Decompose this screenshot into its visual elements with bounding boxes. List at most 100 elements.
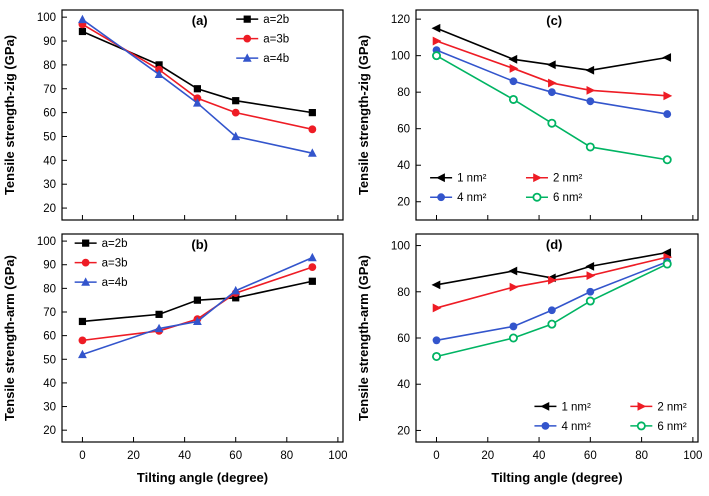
- y-tick-label: 100: [391, 51, 410, 63]
- x-tick-label: 20: [481, 450, 494, 462]
- y-tick-label: 40: [43, 155, 56, 167]
- x-tick-label: 100: [328, 450, 347, 462]
- y-axis-title: Tensile strength-zig (GPa): [356, 35, 371, 195]
- triangle-left-marker-icon: [431, 280, 441, 290]
- circle-marker-icon: [437, 193, 445, 202]
- triangle-left-marker-icon: [585, 65, 595, 75]
- triangle-left-marker-icon: [585, 261, 595, 271]
- legend-label: 6 nm²: [553, 192, 583, 204]
- triangle-right-marker-icon: [509, 64, 519, 73]
- y-tick-label: 60: [397, 124, 410, 136]
- y-tick-label: 20: [397, 197, 410, 209]
- y-tick-label: 40: [397, 160, 410, 172]
- y-tick-label: 70: [43, 84, 56, 96]
- series-2-nm-: [432, 36, 673, 101]
- y-tick-label: 80: [397, 287, 410, 299]
- triangle-up-marker-icon: [307, 148, 317, 157]
- square-marker-icon: [82, 239, 90, 247]
- legend-label: 1 nm²: [561, 401, 591, 413]
- triangle-left-marker-icon: [546, 60, 556, 70]
- triangle-right-marker-icon: [533, 173, 542, 183]
- triangle-right-marker-icon: [586, 85, 596, 95]
- triangle-up-marker-icon: [78, 14, 87, 24]
- y-tick-label: 30: [43, 179, 56, 191]
- y-tick-label: 90: [43, 260, 56, 272]
- legend-label: a=2b: [263, 14, 289, 26]
- y-axis-title: Tensile strength-arm (GPa): [356, 255, 371, 421]
- series-a-4b: [78, 14, 317, 157]
- circle-marker-icon: [509, 322, 518, 331]
- triangle-left-marker-icon: [431, 23, 441, 33]
- y-tick-label: 20: [397, 425, 410, 437]
- square-marker-icon: [193, 85, 201, 93]
- panel-label: (a): [192, 13, 208, 28]
- series-1-nm-: [431, 23, 672, 75]
- panel-label: (c): [546, 13, 562, 28]
- series-a-4b: [78, 252, 317, 359]
- y-tick-label: 100: [37, 12, 56, 24]
- y-tick-label: 60: [397, 333, 410, 345]
- triangle-right-marker-icon: [509, 282, 519, 292]
- square-marker-icon: [193, 296, 201, 304]
- triangle-up-marker-icon: [231, 131, 241, 141]
- y-tick-label: 70: [43, 307, 56, 319]
- axes: 20 30 40 50 60 70 80 90 100 Tensile strength-zig …: [2, 9, 344, 221]
- square-marker-icon: [78, 27, 87, 36]
- panel-d-chart: 0 20 40 60 80 100 20 40 60 80 100 Tensile strength-…: [356, 233, 702, 485]
- legend: a=2b a=3b a=4b: [74, 238, 128, 289]
- square-marker-icon: [243, 15, 251, 23]
- legend: 1 nm² 2 nm² 4 nm² 6 nm²: [534, 401, 687, 433]
- y-tick-label: 120: [391, 14, 410, 26]
- y-tick-label: 80: [43, 283, 56, 295]
- triangle-right-marker-icon: [637, 402, 647, 411]
- triangle-right-marker-icon: [586, 271, 596, 280]
- panel-label: (d): [546, 237, 563, 252]
- triangle-up-marker-icon: [81, 277, 91, 286]
- circle-marker-icon: [243, 34, 252, 43]
- y-tick-label: 60: [43, 108, 56, 120]
- panel-label: (b): [191, 237, 208, 252]
- y-tick-label: 100: [37, 236, 56, 248]
- circle-marker-icon: [663, 110, 672, 118]
- legend-label: a=4b: [102, 277, 128, 289]
- y-axis-title: Tensile strength-zig (GPa): [2, 35, 17, 195]
- legend-label: a=2b: [102, 238, 128, 250]
- legend-label: 4 nm²: [561, 421, 591, 433]
- circle-marker-icon: [308, 125, 317, 134]
- legend-label: 6 nm²: [657, 421, 687, 433]
- series-6-nm-: [432, 259, 672, 361]
- legend: 1 nm² 2 nm² 4 nm² 6 nm²: [430, 173, 583, 204]
- triangle-up-marker-icon: [192, 98, 202, 107]
- open-circle-marker-icon: [432, 51, 442, 61]
- circle-marker-icon: [81, 258, 90, 267]
- triangle-left-marker-icon: [508, 266, 518, 276]
- y-tick-label: 50: [43, 354, 56, 366]
- triangle-right-marker-icon: [548, 275, 557, 285]
- legend-label: a=3b: [263, 34, 289, 46]
- open-circle-marker-icon: [508, 333, 518, 343]
- triangle-right-marker-icon: [432, 303, 442, 313]
- open-circle-marker-icon: [636, 421, 646, 431]
- x-tick-label: 100: [683, 450, 702, 462]
- x-tick-label: 40: [533, 450, 546, 462]
- triangle-left-marker-icon: [508, 54, 518, 64]
- y-tick-label: 20: [43, 203, 56, 215]
- legend: a=2b a=3b a=4b: [236, 14, 289, 65]
- y-axis-title: Tensile strength-arm (GPa): [2, 255, 17, 421]
- triangle-up-marker-icon: [192, 316, 202, 326]
- series-6-nm-: [432, 51, 672, 165]
- triangle-right-marker-icon: [663, 91, 673, 101]
- y-tick-label: 90: [43, 36, 56, 48]
- square-marker-icon: [308, 109, 316, 117]
- circle-marker-icon: [308, 263, 317, 271]
- x-tick-label: 60: [229, 450, 242, 462]
- series-a-2b: [78, 277, 316, 326]
- square-marker-icon: [232, 294, 240, 302]
- legend-label: 1 nm²: [457, 173, 487, 185]
- x-tick-label: 20: [127, 450, 140, 462]
- square-marker-icon: [308, 277, 316, 285]
- triangle-left-marker-icon: [436, 173, 445, 183]
- x-tick-label: 0: [79, 450, 85, 462]
- legend-label: a=3b: [102, 258, 128, 270]
